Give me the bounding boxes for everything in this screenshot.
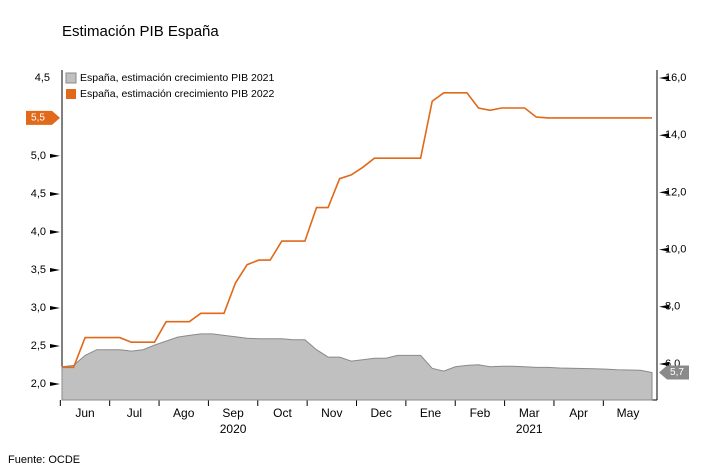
y2-tick-label: 14,0: [665, 129, 686, 141]
y-tick-label: 3,5: [31, 264, 46, 276]
area: [61, 333, 653, 401]
x-tick-label: Oct: [273, 406, 292, 420]
y2-tick: [659, 304, 669, 309]
chart-title: Estimación PIB España: [62, 23, 219, 40]
y-tick: [50, 382, 60, 387]
x-tick-label: Jun: [75, 406, 94, 420]
y-tick-label: 2,5: [31, 340, 46, 352]
value-badge: [26, 110, 60, 125]
y-tick-label: 3,0: [31, 302, 46, 314]
x-sublabel: 2021: [516, 422, 543, 436]
y2-tick: [659, 247, 669, 252]
x-sublabel: 2020: [220, 422, 247, 436]
y-tick: [50, 305, 60, 310]
legend-label: España, estimación crecimiento PIB 2022: [80, 88, 275, 100]
x-tick-label: Feb: [470, 406, 491, 420]
x-tick-label: May: [617, 406, 640, 420]
x-tick-label: Jul: [127, 406, 142, 420]
y-tick-label: 5,0: [31, 150, 46, 162]
value-label: 5,7: [670, 367, 684, 378]
value-label: 5,5: [31, 113, 45, 124]
x-tick-label: Nov: [321, 406, 342, 420]
y-tick: [50, 153, 60, 158]
y2-tick: [659, 361, 669, 366]
x-tick-label: Ene: [420, 406, 442, 420]
source-note: Fuente: OCDE: [8, 454, 80, 466]
y-tick: [50, 191, 60, 196]
legend-swatch: [66, 89, 76, 99]
legend-swatch: [65, 72, 77, 84]
y-tick: [50, 344, 60, 349]
y2-tick: [659, 133, 669, 138]
y2-tick-label: 12,0: [665, 186, 686, 198]
legend-label: España, estimación crecimiento PIB 2021: [80, 72, 275, 84]
y-tick: [50, 229, 60, 234]
y2-tick-label: 8,0: [665, 301, 680, 313]
y2-tick-label: 10,0: [665, 243, 686, 255]
y2-tick: [659, 76, 669, 81]
y2-tick-label: 16,0: [665, 72, 686, 84]
y-tick-label: 4,5: [31, 188, 46, 200]
y-tick-label: 4,0: [31, 226, 46, 238]
line: [62, 92, 652, 369]
annotation: 4,5: [35, 72, 50, 84]
x-tick-label: Mar: [519, 406, 540, 420]
x-tick-label: Sep: [222, 406, 244, 420]
y-tick-label: 2,0: [31, 378, 46, 390]
x-tick-label: Ago: [173, 406, 195, 420]
value-badge: [659, 365, 689, 380]
y2-tick: [659, 190, 669, 195]
x-tick-label: Apr: [569, 406, 588, 420]
x-tick-label: Dec: [371, 406, 392, 420]
y-tick: [50, 267, 60, 272]
